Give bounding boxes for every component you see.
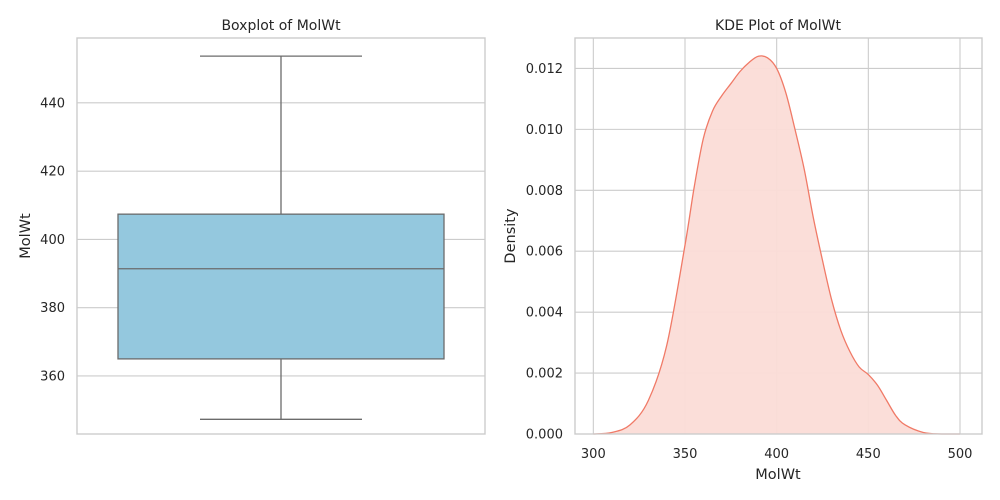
kde-y-tick-label: 0.004 — [526, 306, 563, 321]
boxplot-y-axis-label: MolWt — [18, 213, 34, 259]
kde-x-tick-label: 500 — [948, 447, 973, 462]
kde-y-axis-label: Density — [503, 208, 519, 264]
boxplot-y-tick-label: 420 — [40, 165, 65, 180]
kde-y-tick-label: 0.006 — [526, 245, 563, 260]
kde-title: KDE Plot of MolWt — [715, 18, 841, 34]
kde-density-line — [593, 55, 960, 435]
kde-x-tick-label: 450 — [856, 447, 881, 462]
kde-y-tick-label: 0.012 — [526, 62, 563, 77]
kde-x-tick-labels: 300 350 400 450 500 — [581, 447, 972, 462]
kde-y-tick-label: 0.008 — [526, 184, 563, 199]
kde-y-tick-label: 0.010 — [526, 123, 563, 138]
kde-x-axis-label: MolWt — [755, 467, 801, 483]
boxplot-title: Boxplot of MolWt — [221, 18, 341, 34]
kde-y-tick-label: 0.000 — [526, 428, 563, 443]
boxplot-y-tick-labels: 360 380 400 420 440 — [40, 96, 65, 384]
kde-x-tick-label: 400 — [764, 447, 789, 462]
interquartile-box — [117, 213, 445, 360]
kde-y-tick-label: 0.002 — [526, 367, 563, 382]
boxplot-y-tick-label: 380 — [40, 301, 65, 316]
boxplot-panel: 360 380 400 420 440 Boxplot of MolWt MolWt — [18, 18, 486, 435]
kde-y-tick-labels: 0.000 0.002 0.004 0.006 0.008 0.010 0.012 — [526, 62, 563, 443]
kde-axes-frame — [574, 37, 983, 435]
kde-x-tick-label: 300 — [581, 447, 606, 462]
kde-density-fill — [593, 55, 960, 434]
boxplot-y-tick-label: 440 — [40, 96, 65, 111]
kde-x-tick-label: 350 — [673, 447, 698, 462]
boxplot-axes-frame — [76, 37, 486, 435]
boxplot-y-tick-label: 360 — [40, 369, 65, 384]
boxplot-box-group — [117, 55, 445, 420]
boxplot-y-tick-label: 400 — [40, 233, 65, 248]
